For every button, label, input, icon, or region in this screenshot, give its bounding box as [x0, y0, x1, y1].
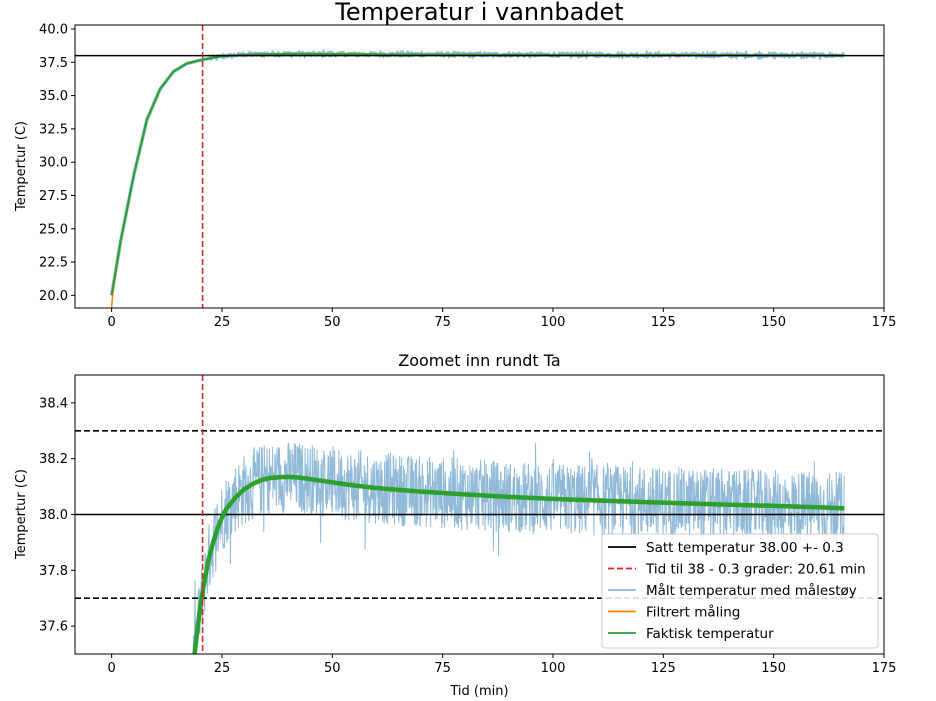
top-x-tick-label: 75: [434, 315, 451, 330]
legend-label: Satt temperatur 38.00 +- 0.3: [646, 540, 844, 556]
top-y-tick-label: 22.5: [39, 256, 68, 271]
top-x-tick-label: 125: [651, 315, 676, 330]
bottom-x-tick-label: 150: [761, 661, 786, 676]
legend-label: Filtrert måling: [646, 604, 740, 621]
top-plot-area: [75, 25, 884, 308]
legend-label: Målt temperatur med målestøy: [646, 582, 857, 599]
bottom-y-axis: 37.6 37.8 38.0 38.2 38.4: [39, 396, 75, 635]
bottom-x-axis: 0 25 50 75 100 125 150 175: [107, 654, 896, 676]
bottom-plot-area: [75, 375, 884, 654]
top-series-measured: [109, 48, 846, 296]
top-x-tick-label: 150: [761, 315, 786, 330]
legend-label: Tid til 38 - 0.3 grader: 20.61 min: [645, 562, 866, 578]
bottom-x-axis-label: Tid (min): [449, 684, 508, 699]
bottom-x-tick-label: 0: [107, 661, 115, 676]
top-y-tick-label: 37.5: [39, 56, 68, 71]
top-x-tick-label: 175: [872, 315, 897, 330]
top-x-tick-label: 50: [324, 315, 341, 330]
bottom-y-tick-label: 38.4: [39, 396, 68, 411]
bottom-y-tick-label: 38.0: [39, 508, 68, 523]
bottom-x-tick-label: 100: [541, 661, 566, 676]
bottom-x-tick-label: 25: [214, 661, 231, 676]
top-y-axis-label: Tempertur (C): [14, 121, 29, 212]
top-y-tick-label: 30.0: [39, 156, 68, 171]
top-x-tick-label: 100: [541, 315, 566, 330]
top-x-axis: 0 25 50 75 100 125 150 175: [107, 308, 896, 330]
bottom-x-tick-label: 75: [434, 661, 451, 676]
top-y-tick-label: 40.0: [39, 22, 68, 37]
top-series-actual: [110, 52, 845, 296]
bottom-series-actual: [192, 474, 845, 654]
bottom-y-tick-label: 38.2: [39, 452, 68, 467]
top-y-tick-label: 27.5: [39, 189, 68, 204]
bottom-y-tick-label: 37.6: [39, 620, 68, 635]
bottom-series-measured: [192, 442, 845, 654]
top-chart: Temperatur i vannbadet 0 25 50 75 100 125 150 1…: [14, 0, 896, 330]
top-x-tick-label: 0: [107, 315, 115, 330]
top-y-tick-label: 32.5: [39, 122, 68, 137]
bottom-chart: Zoomet inn rundt Ta 0 25 50 75 100 125 150 175 …: [14, 351, 896, 699]
bottom-x-tick-label: 50: [324, 661, 341, 676]
bottom-x-tick-label: 175: [872, 661, 897, 676]
bottom-y-axis-label: Tempertur (C): [14, 469, 29, 560]
legend-label: Faktisk temperatur: [646, 626, 774, 642]
top-y-tick-label: 25.0: [39, 222, 68, 237]
top-y-tick-label: 20.0: [39, 289, 68, 304]
top-series-filtered: [110, 53, 845, 308]
top-axes-frame: [74, 24, 885, 309]
top-y-axis: 20.0 22.5 25.0 27.5 30.0 32.5 35.0 37.5 40.0: [39, 22, 75, 304]
top-y-tick-label: 35.0: [39, 89, 68, 104]
top-x-tick-label: 25: [214, 315, 231, 330]
bottom-x-tick-label: 125: [651, 661, 676, 676]
bottom-chart-title: Zoomet inn rundt Ta: [398, 351, 560, 370]
legend: Satt temperatur 38.00 +- 0.3 Tid til 38 -…: [601, 533, 879, 649]
top-chart-title: Temperatur i vannbadet: [334, 0, 623, 26]
legend-box: [601, 533, 879, 649]
bottom-y-tick-label: 37.8: [39, 564, 68, 579]
